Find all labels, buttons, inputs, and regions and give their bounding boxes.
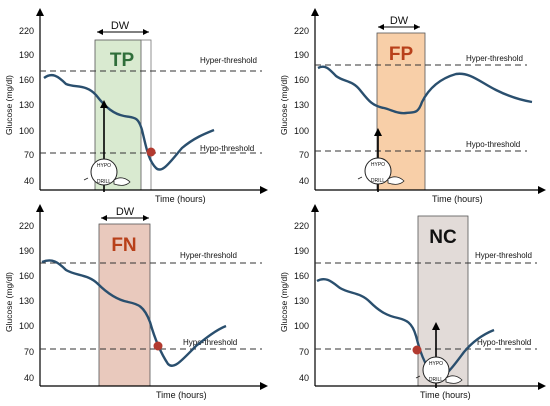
tp-dw-arrow-left	[97, 29, 103, 35]
fp-y-axis-arrow	[311, 8, 319, 16]
hypo-icon-text: HYPO	[429, 361, 443, 367]
y-tick-label: 220	[19, 221, 34, 231]
nc-alarm-arrowhead	[432, 322, 440, 330]
fn-hyper-label: Hyper-threshold	[180, 251, 237, 260]
nc-y-ticks: 220 190 160 130 100 70 40	[294, 221, 309, 383]
y-tick-label: 160	[19, 271, 34, 281]
y-tick-label: 40	[24, 373, 34, 383]
fp-x-label: Time (hours)	[432, 194, 483, 204]
tp-hypo-drill-icon: HYPO DRILL	[83, 158, 131, 186]
tp-glucose-curve	[43, 73, 215, 171]
panel-fp: FP 220 190 160 130 100 70 40 Glucose (mg…	[279, 8, 546, 204]
y-tick-label: 190	[294, 246, 309, 256]
fn-hypo-label: Hypo-threshold	[183, 338, 237, 347]
fp-dw-label: DW	[390, 15, 409, 27]
y-tick-label: 70	[299, 150, 309, 160]
y-tick-label: 160	[294, 271, 309, 281]
nc-x-axis-arrow	[538, 382, 546, 390]
y-tick-label: 100	[19, 321, 34, 331]
tp-y-ticks: 220 190 160 130 100 70 40	[19, 26, 34, 186]
fn-y-label: Glucose (mg/dl)	[4, 272, 14, 332]
hypo-icon-text: HYPO	[97, 163, 111, 169]
nc-hypo-drill-icon: HYPO DRILL	[415, 356, 463, 384]
y-tick-label: 100	[19, 126, 34, 136]
tp-y-label: Glucose (mg/dl)	[4, 75, 14, 135]
y-tick-label: 70	[24, 150, 34, 160]
fn-y-axis-arrow	[36, 204, 44, 212]
tp-dw-arrow-right	[143, 29, 149, 35]
fp-x-axis-arrow	[538, 186, 546, 194]
drill-icon-text: DRILL	[429, 377, 443, 383]
nc-label: NC	[429, 227, 457, 248]
fn-detection-window-box	[98, 223, 151, 387]
tp-label: TP	[110, 50, 135, 71]
fn-dw-arrow-left	[101, 215, 107, 221]
fp-hypo-drill-icon: HYPO DRILL	[357, 157, 405, 185]
tp-hypo-label: Hypo-threshold	[200, 144, 254, 153]
fn-dw-label: DW	[116, 206, 135, 218]
panel-fn: FN 220 190 160 130 100 70 40 Glucose (mg…	[4, 204, 268, 400]
nc-glucose-curve	[316, 277, 495, 378]
fp-y-label: Glucose (mg/dl)	[279, 75, 289, 135]
fn-y-ticks: 220 190 160 130 100 70 40	[19, 221, 34, 383]
nc-x-label: Time (hours)	[420, 390, 471, 400]
fn-label: FN	[111, 235, 136, 256]
y-tick-label: 70	[299, 347, 309, 357]
fn-x-label: Time (hours)	[156, 390, 207, 400]
y-tick-label: 220	[19, 26, 34, 36]
fp-label: FP	[389, 44, 414, 65]
y-tick-label: 130	[19, 296, 34, 306]
panel-tp: TP 220 190 160 130 100 70 40 Glucose (mg…	[4, 8, 268, 204]
y-tick-label: 100	[294, 126, 309, 136]
tp-y-axis-arrow	[36, 8, 44, 16]
drill-icon-text: DRILL	[97, 179, 111, 185]
nc-y-axis-arrow	[311, 204, 319, 212]
tp-crossing-marker	[146, 147, 156, 157]
tp-extension-box	[140, 39, 152, 191]
nc-hyper-label: Hyper-threshold	[475, 251, 532, 260]
fp-glucose-curve	[317, 65, 533, 115]
y-tick-label: 40	[299, 373, 309, 383]
y-tick-label: 160	[294, 75, 309, 85]
hypo-icon-text: HYPO	[371, 162, 385, 168]
y-tick-label: 130	[294, 100, 309, 110]
fn-glucose-curve	[41, 259, 227, 367]
tp-x-axis-arrow	[260, 186, 268, 194]
fp-dw-arrow-left	[378, 24, 384, 30]
y-tick-label: 190	[19, 246, 34, 256]
drill-icon-text: DRILL	[371, 178, 385, 184]
tp-x-label: Time (hours)	[155, 194, 206, 204]
y-tick-label: 220	[294, 221, 309, 231]
fn-crossing-marker	[153, 341, 163, 351]
y-tick-label: 220	[294, 26, 309, 36]
fp-y-ticks: 220 190 160 130 100 70 40	[294, 26, 309, 186]
y-tick-label: 40	[24, 176, 34, 186]
nc-hypo-label: Hypo-threshold	[477, 338, 531, 347]
fn-dw-arrow-right	[143, 215, 149, 221]
y-tick-label: 190	[294, 50, 309, 60]
fn-x-axis-arrow	[260, 382, 268, 390]
y-tick-label: 130	[19, 100, 34, 110]
fp-hyper-label: Hyper-threshold	[466, 54, 523, 63]
y-tick-label: 70	[24, 347, 34, 357]
y-tick-label: 130	[294, 296, 309, 306]
nc-crossing-marker	[412, 345, 422, 355]
fp-hypo-label: Hypo-threshold	[466, 140, 520, 149]
y-tick-label: 190	[19, 50, 34, 60]
panel-nc: NC 220 190 160 130 100 70 40 Glucose (mg…	[279, 204, 546, 400]
nc-y-label: Glucose (mg/dl)	[279, 272, 289, 332]
y-tick-label: 100	[294, 321, 309, 331]
fp-dw-arrow-right	[414, 24, 420, 30]
tp-dw-label: DW	[111, 20, 130, 32]
y-tick-label: 160	[19, 75, 34, 85]
fp-alarm-arrowhead	[374, 128, 382, 136]
tp-hyper-label: Hyper-threshold	[200, 56, 257, 65]
tp-alarm-arrowhead	[100, 100, 108, 108]
y-tick-label: 40	[299, 176, 309, 186]
